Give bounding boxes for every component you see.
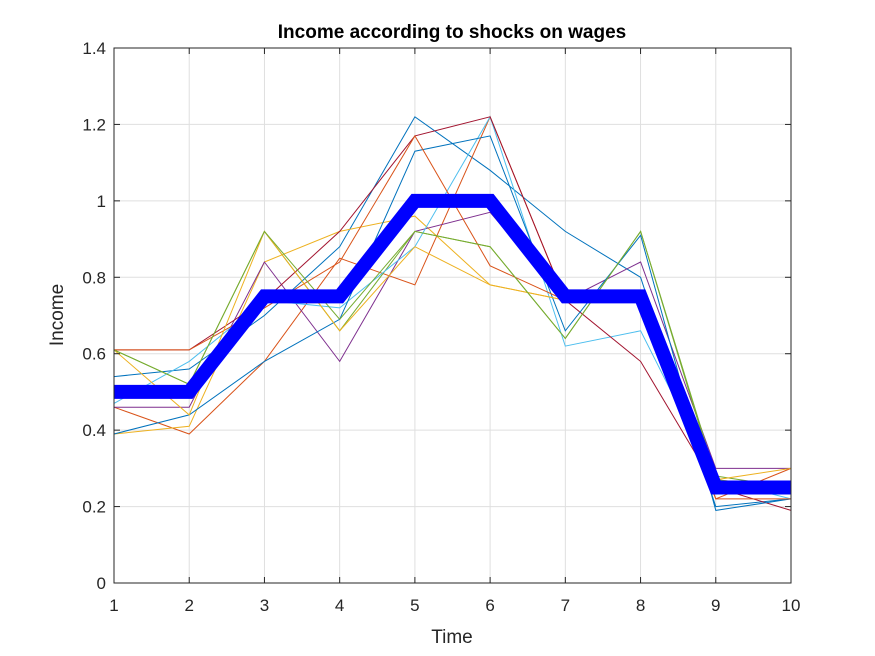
chart-title: Income according to shocks on wages <box>278 22 626 43</box>
series-line-2 <box>113 115 792 500</box>
x-tick-label: 7 <box>561 596 570 615</box>
series-line-9 <box>114 134 791 500</box>
x-tick-label: 6 <box>485 596 494 615</box>
y-axis-label: Income <box>47 284 68 346</box>
x-tick-label: 3 <box>260 596 269 615</box>
series-line-11 <box>113 230 792 488</box>
y-tick-label: 0.4 <box>82 421 106 440</box>
y-tick-label: 0.6 <box>82 345 106 364</box>
series-line-1 <box>113 116 792 508</box>
series-line-mean <box>114 193 791 495</box>
y-tick-label: 0.8 <box>82 268 106 287</box>
x-tick-label: 8 <box>636 596 645 615</box>
y-tick-label: 1 <box>97 192 106 211</box>
x-tick-label: 10 <box>782 596 801 615</box>
series-group <box>113 115 792 511</box>
axis-ticks: 1 2 3 4 5 6 7 8 9 10 0 0.2 0.4 0.6 0.8 1 1.2 1.4 <box>82 39 800 615</box>
x-axis-label: Time <box>431 627 473 648</box>
x-tick-label: 5 <box>410 596 419 615</box>
y-tick-label: 1.4 <box>82 39 106 58</box>
y-tick-label: 0 <box>97 574 106 593</box>
y-tick-label: 0.2 <box>82 498 106 517</box>
y-tick-label: 1.2 <box>82 115 106 134</box>
grid <box>113 47 792 584</box>
series-line-7 <box>114 116 792 511</box>
x-tick-label: 2 <box>184 596 193 615</box>
x-tick-label: 9 <box>711 596 720 615</box>
plot-area-frame <box>113 47 792 584</box>
series-line-8 <box>113 135 792 511</box>
x-tick-label: 1 <box>109 596 118 615</box>
series-line-6 <box>113 115 792 500</box>
x-tick-label: 4 <box>335 596 344 615</box>
